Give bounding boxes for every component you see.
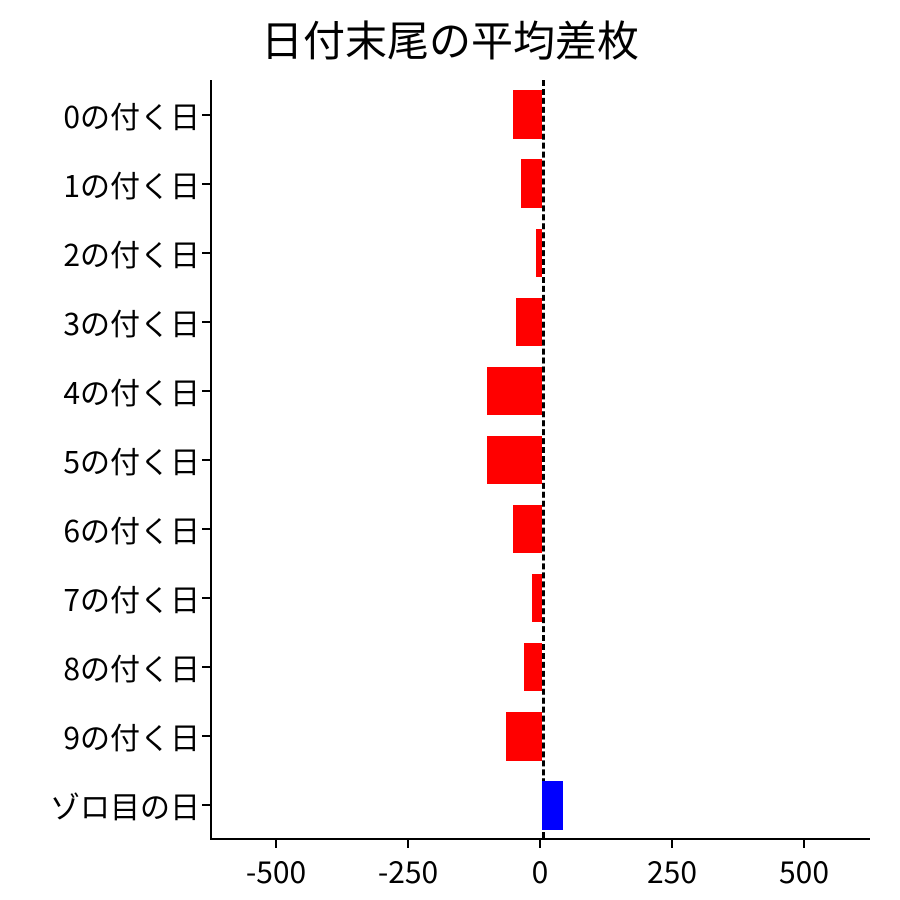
x-tick-mark [671,840,673,848]
x-tick-mark [275,840,277,848]
x-tick-label: -500 [246,848,306,892]
chart-title: 日付末尾の平均差枚 [0,8,900,69]
y-tick-mark [202,252,210,254]
bar [532,574,542,622]
y-tick-label: 1の付く日 [63,162,200,206]
y-tick-mark [202,804,210,806]
bar [487,436,542,484]
y-tick-label: ゾロ目の日 [50,783,200,827]
y-tick-mark [202,666,210,668]
x-tick-mark [803,840,805,848]
y-tick-label: 8の付く日 [63,645,200,689]
y-tick-label: 9の付く日 [63,714,200,758]
x-tick-label: 0 [532,848,549,892]
bar [536,229,542,277]
y-tick-mark [202,390,210,392]
y-tick-label: 0の付く日 [63,93,200,137]
bar [516,298,542,346]
y-tick-label: 6の付く日 [63,507,200,551]
bar [542,781,563,829]
bar [524,643,542,691]
y-tick-mark [202,597,210,599]
y-tick-mark [202,183,210,185]
plot-area [210,80,870,840]
y-tick-label: 4の付く日 [63,369,200,413]
bar [513,90,542,138]
y-tick-label: 5の付く日 [63,438,200,482]
y-tick-mark [202,735,210,737]
x-tick-label: 250 [647,848,697,892]
y-tick-mark [202,459,210,461]
x-tick-label: 500 [779,848,829,892]
bar [506,712,542,760]
x-tick-label: -250 [378,848,438,892]
y-tick-label: 7の付く日 [63,576,200,620]
y-tick-label: 2の付く日 [63,231,200,275]
bar [513,505,542,553]
bar [521,159,542,207]
bar [487,367,542,415]
y-tick-label: 3の付く日 [63,300,200,344]
y-tick-mark [202,321,210,323]
x-tick-mark [407,840,409,848]
y-tick-mark [202,528,210,530]
y-tick-mark [202,114,210,116]
x-tick-mark [539,840,541,848]
zero-reference-line [542,80,545,838]
